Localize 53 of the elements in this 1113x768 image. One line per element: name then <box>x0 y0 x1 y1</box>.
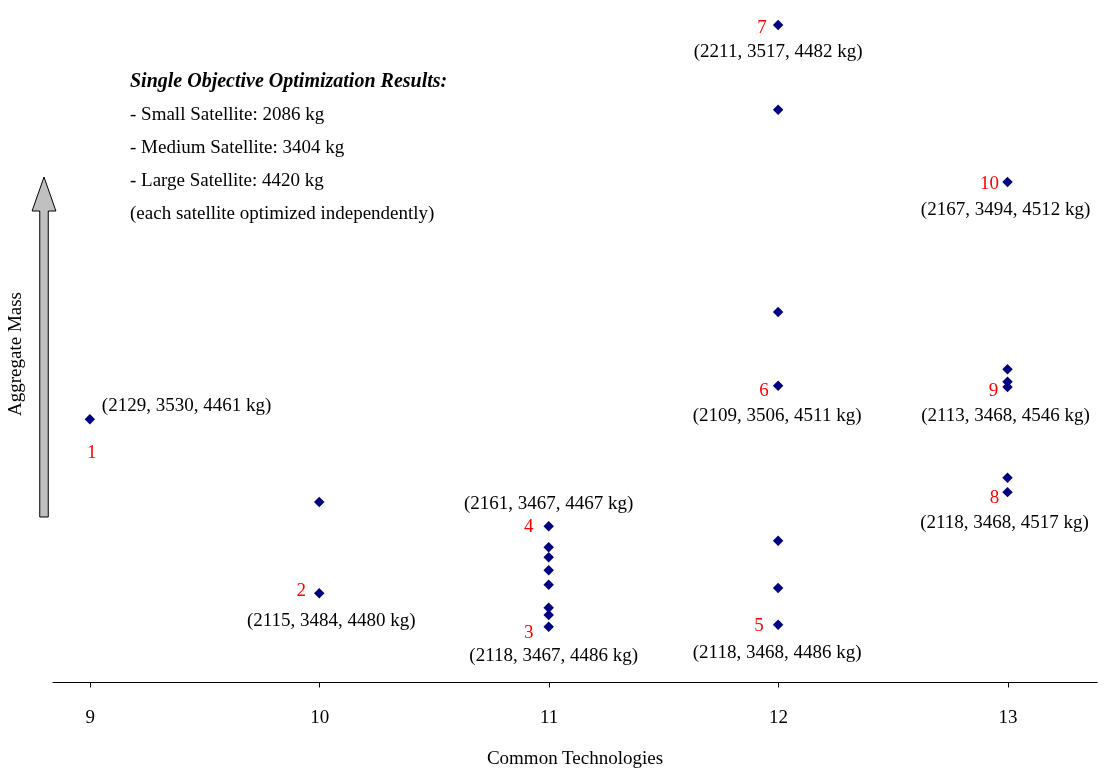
annotation: (each satellite optimized independently) <box>130 202 435 224</box>
y-axis-title: Aggregate Mass <box>3 292 25 416</box>
annotation: 6 <box>759 378 769 400</box>
point <box>1002 364 1013 375</box>
point <box>772 380 784 391</box>
point <box>772 104 784 115</box>
annotation: (2118, 3468, 4486 kg) <box>692 640 862 663</box>
annotation: - Large Satellite: 4420 kg <box>130 169 325 190</box>
annotation: (2113, 3468, 4546 kg) <box>921 404 1090 427</box>
point <box>84 413 96 425</box>
annotation: (2115, 3484, 4480 kg) <box>246 609 416 632</box>
annotation: 5 <box>754 613 764 635</box>
annotation: 3 <box>523 620 534 642</box>
point <box>772 582 784 594</box>
annotation: 4 <box>523 515 534 537</box>
point <box>1002 486 1013 498</box>
point <box>543 565 554 576</box>
point <box>314 588 325 599</box>
point <box>543 602 554 613</box>
point <box>543 521 554 532</box>
point <box>1002 176 1013 188</box>
annotation: (2211, 3517, 4482 kg) <box>693 40 863 62</box>
annotation: (2167, 3494, 4512 kg) <box>920 198 1091 221</box>
annotation: 8 <box>989 486 1000 508</box>
point <box>543 542 554 553</box>
annotation: 10 <box>980 172 1000 194</box>
annotation: - Small Satellite: 2086 kg <box>130 103 325 124</box>
point <box>543 621 554 633</box>
annotation: (2129, 3530, 4461 kg) <box>101 394 272 417</box>
x-axis-title: Common Technologies <box>486 746 664 768</box>
annotation: (2109, 3506, 4511 kg) <box>692 403 862 426</box>
point <box>772 535 784 546</box>
x-tick-label: 11 <box>540 705 559 727</box>
point <box>543 551 554 563</box>
annotation: (2118, 3467, 4486 kg) <box>469 643 639 666</box>
point <box>1002 472 1013 483</box>
annotation: (2161, 3467, 4467 kg) <box>463 492 634 515</box>
point <box>772 19 784 31</box>
annotation: 2 <box>296 579 307 601</box>
annotation: Single Objective Optimization Results: <box>130 69 448 92</box>
point <box>772 306 784 318</box>
x-tick-label: 12 <box>769 705 789 727</box>
x-tick-label: 9 <box>85 705 96 727</box>
annotation: 1 <box>87 441 97 463</box>
x-tick-label: 10 <box>310 705 330 727</box>
annotation: 9 <box>988 379 999 401</box>
annotation: 7 <box>757 16 767 37</box>
point <box>543 579 554 591</box>
annotation: - Medium Satellite: 3404 kg <box>130 136 345 157</box>
point <box>314 496 325 508</box>
annotation: (2118, 3468, 4517 kg) <box>920 511 1089 534</box>
point <box>772 619 784 631</box>
x-tick-label: 13 <box>998 705 1018 727</box>
